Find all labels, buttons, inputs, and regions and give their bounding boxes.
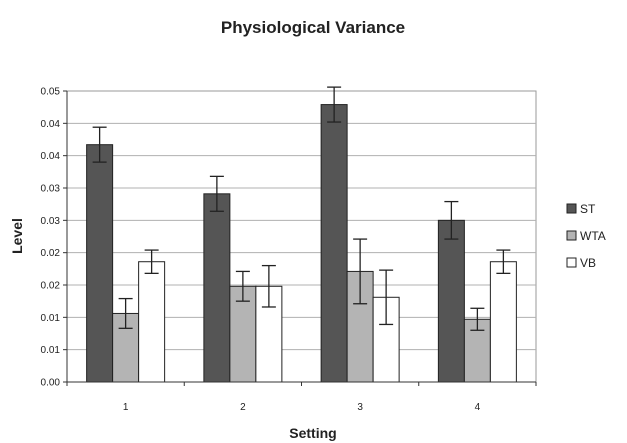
y-tick-label: 0.04 <box>41 151 61 162</box>
legend-swatch-wta <box>566 230 577 241</box>
bar-st-1 <box>86 144 114 383</box>
bar-st-3 <box>320 104 348 383</box>
bar-wta-2 <box>229 285 257 383</box>
chart-title: Physiological Variance <box>221 18 405 37</box>
y-tick-label: 0.04 <box>41 119 61 130</box>
x-tick-label: 3 <box>357 402 363 413</box>
y-tick-label: 0.03 <box>41 216 61 227</box>
y-tick-label: 0.00 <box>41 378 61 389</box>
legend: ST WTA VB <box>559 196 619 283</box>
legend-label-st: ST <box>580 202 596 216</box>
x-tick-label: 1 <box>123 402 129 413</box>
y-tick-label: 0.01 <box>41 345 61 356</box>
y-tick-label: 0.02 <box>41 248 61 259</box>
bar-vb-4 <box>489 261 517 383</box>
y-tick-label: 0.03 <box>41 184 61 195</box>
y-axis-title: Level <box>9 218 25 254</box>
y-tick-label: 0.01 <box>41 313 61 324</box>
x-axis-ticks: 1 2 3 4 <box>66 382 537 413</box>
bar-st-2 <box>203 193 231 383</box>
x-tick-label: 2 <box>240 402 246 413</box>
legend-label-vb: VB <box>580 256 596 270</box>
x-tick-label: 4 <box>475 402 481 413</box>
y-tick-label: 0.02 <box>41 281 61 292</box>
legend-label-wta: WTA <box>580 229 606 243</box>
legend-swatch-vb <box>566 257 577 268</box>
bars <box>86 86 517 383</box>
y-axis-ticks: 0.00 0.01 0.01 0.02 0.02 0.03 0.03 0.04 0.04 0.05 <box>41 87 67 389</box>
bar-vb-1 <box>138 261 166 383</box>
legend-swatch-st <box>566 203 577 214</box>
bar-st-4 <box>437 219 465 383</box>
y-tick-label: 0.05 <box>41 87 61 98</box>
x-axis-title: Setting <box>289 425 336 441</box>
